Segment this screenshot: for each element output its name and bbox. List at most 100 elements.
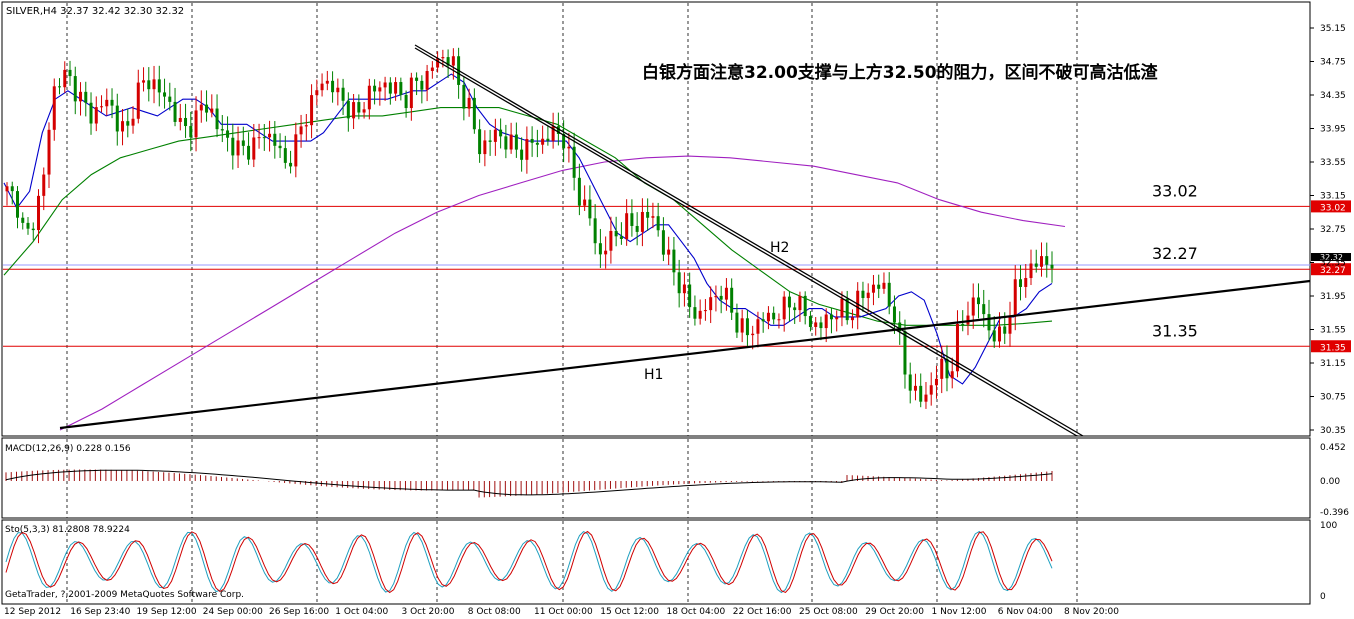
candle-body <box>467 97 471 109</box>
candle-body <box>331 80 335 93</box>
macd-axis-label: -0.396 <box>1320 508 1349 518</box>
candle-body <box>819 322 823 329</box>
y-tick-label: 31.95 <box>1320 292 1346 302</box>
level-price-tag-text: 32.27 <box>1320 266 1346 276</box>
candle-body <box>115 105 119 132</box>
candle-body <box>37 195 41 231</box>
candle-body <box>966 315 970 325</box>
candle-body <box>357 102 361 113</box>
macd-header: MACD(12,26,9) 0.228 0.156 <box>5 444 131 454</box>
candle-body <box>672 249 676 273</box>
candle-body <box>992 330 996 342</box>
x-tick-label: 22 Oct 16:00 <box>733 607 792 617</box>
candle-body <box>1003 326 1007 334</box>
candle-body <box>47 129 51 175</box>
candle-body <box>336 87 340 93</box>
candle-body <box>488 140 492 142</box>
level-price-tag <box>1311 263 1351 276</box>
stoch-d-line <box>5 530 1053 594</box>
candle-body <box>814 322 818 327</box>
candle-body <box>525 138 529 160</box>
y-tick-label: 30.35 <box>1320 426 1346 436</box>
candle-body <box>740 318 744 333</box>
stoch-axis-label: 100 <box>1320 521 1337 531</box>
candle-body <box>68 69 72 77</box>
candle-body <box>462 84 466 109</box>
x-tick-label: 1 Nov 12:00 <box>932 607 987 617</box>
candle-body <box>551 126 555 141</box>
candle-body <box>430 67 434 72</box>
candle-body <box>94 107 98 124</box>
macd-signal-line <box>5 469 1053 496</box>
candle-body <box>751 333 755 336</box>
candle-body <box>1029 263 1033 279</box>
candle-body <box>436 58 440 68</box>
candle-body <box>367 85 371 110</box>
candle-body <box>451 56 455 66</box>
candle-body <box>682 284 686 294</box>
candle-body <box>892 306 896 323</box>
candle-body <box>572 146 576 178</box>
candle-body <box>346 100 350 119</box>
candle-body <box>987 314 991 331</box>
candle-body <box>630 213 634 226</box>
candle-body <box>530 138 534 143</box>
candle-body <box>709 297 713 311</box>
macd-panel-frame <box>1 437 1311 519</box>
candle-body <box>262 137 266 139</box>
candle-body <box>698 310 702 319</box>
candle-body <box>268 133 272 138</box>
candle-body <box>730 287 734 313</box>
candle-body <box>373 85 377 92</box>
level-price-tag <box>1311 340 1351 353</box>
candle-body <box>472 97 476 130</box>
candle-body <box>609 230 613 251</box>
candle-body <box>283 148 287 163</box>
candle-body <box>241 140 245 146</box>
x-tick-label: 1 Oct 04:00 <box>335 607 388 617</box>
candle-body <box>787 296 791 308</box>
candle-body <box>861 290 865 299</box>
x-tick-label: 3 Oct 20:00 <box>402 607 455 617</box>
candle-body <box>341 87 345 101</box>
candle-body <box>178 117 182 122</box>
current-price-tag <box>1311 253 1351 262</box>
candle-body <box>677 272 681 294</box>
candle-body <box>945 358 949 379</box>
candle-body <box>961 323 965 325</box>
x-tick-label: 8 Nov 20:00 <box>1064 607 1119 617</box>
candle-body <box>121 121 125 132</box>
candle-body <box>614 230 618 237</box>
candle-body <box>42 174 46 196</box>
candle-body <box>735 312 739 333</box>
candle-body <box>383 82 387 88</box>
candle-body <box>446 57 450 66</box>
candle-body <box>688 284 692 308</box>
candle-body <box>934 378 938 386</box>
candle-body <box>976 297 980 305</box>
candle-body <box>31 228 35 231</box>
candle-body <box>541 138 545 145</box>
candle-body <box>562 133 566 149</box>
candle-body <box>971 297 975 316</box>
candle-body <box>556 126 560 134</box>
x-tick-label: 24 Sep 00:00 <box>203 607 263 617</box>
candle-body <box>493 129 497 142</box>
candle-body <box>378 87 382 92</box>
candle-body <box>220 129 224 131</box>
candle-body <box>1050 264 1054 269</box>
candle-body <box>10 186 14 192</box>
candle-body <box>903 331 907 375</box>
y-tick-label: 32.35 <box>1320 259 1346 269</box>
candle-body <box>189 126 193 138</box>
candle-body <box>908 374 912 391</box>
candle-body <box>16 191 20 218</box>
candle-body <box>651 216 655 218</box>
candle-body <box>577 177 581 206</box>
x-tick-label: 26 Sep 16:00 <box>269 607 329 617</box>
candle-body <box>304 125 308 127</box>
macd-axis-label: 0.452 <box>1320 443 1346 453</box>
candle-body <box>89 102 93 124</box>
trend-label-h2: H2 <box>770 240 789 256</box>
